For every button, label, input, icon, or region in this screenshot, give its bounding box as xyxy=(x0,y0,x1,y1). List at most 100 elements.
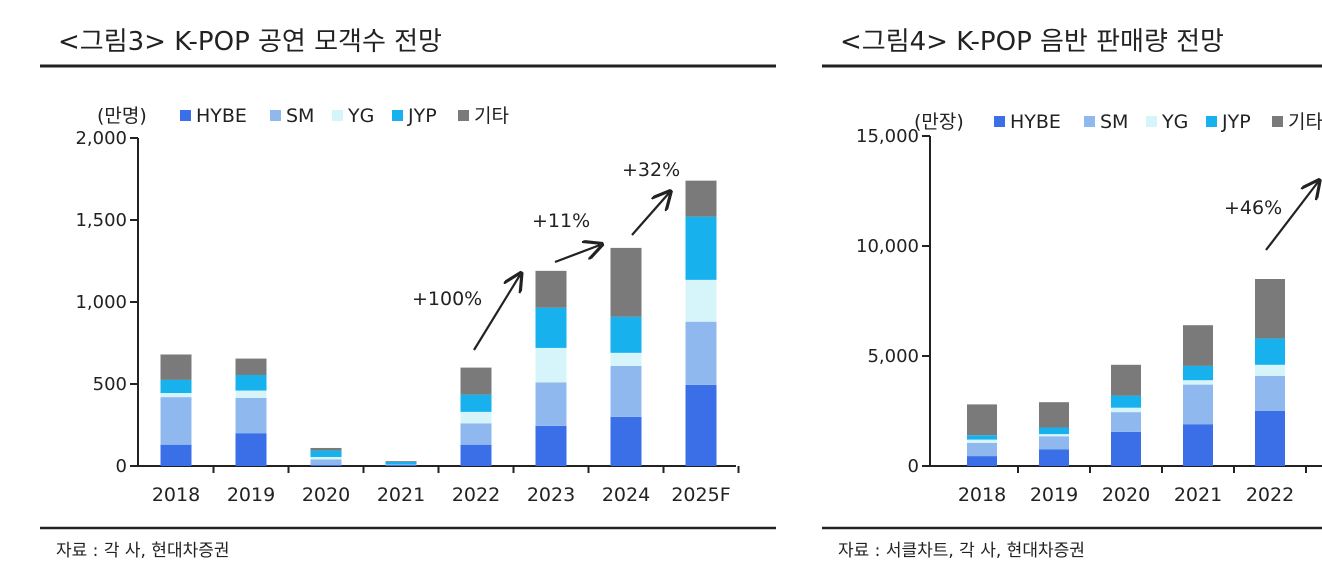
plot-area: 0 500 1,000 1,500 2,000 2018 2019 2020 2021 2022 2… xyxy=(75,128,740,506)
legend-label-sm: SM xyxy=(286,105,314,127)
x-tick-label: 2021 xyxy=(1174,484,1222,506)
bar-sm-2022 xyxy=(460,423,492,445)
bar-yg-2024 xyxy=(610,352,642,366)
bar-jyp-2023 xyxy=(535,307,567,348)
bar-sm-2020 xyxy=(310,459,342,466)
bar-other-2018 xyxy=(160,354,192,380)
bar-sm-2022 xyxy=(1255,375,1285,411)
bar-hybe-2025f xyxy=(685,384,717,466)
chart-title: <그림4> K-POP 음반 판매량 전망 xyxy=(840,27,1224,57)
bar-sm-2018 xyxy=(160,397,192,445)
y-tick-label: 0 xyxy=(908,456,919,477)
legend: (만장) HYBE SM YG JYP 기타 xyxy=(914,111,1322,133)
legend: (만명) HYBE SM YG JYP 기타 xyxy=(97,105,509,127)
bar-other-2022 xyxy=(460,367,492,395)
legend-label-yg: YG xyxy=(347,105,374,127)
bar-jyp-2019 xyxy=(1039,427,1069,435)
source-note: 자료 : 서클차트, 각 사, 현대차증권 xyxy=(838,541,1085,561)
bar-jyp-2020 xyxy=(310,450,342,457)
bar-other-2020 xyxy=(1111,364,1141,396)
legend-label-hybe: HYBE xyxy=(196,105,247,127)
growth-arrow xyxy=(1265,182,1318,251)
bar-jyp-2019 xyxy=(235,374,267,391)
legend-label-other: 기타 xyxy=(1288,111,1322,133)
bar-yg-2020 xyxy=(1111,407,1141,413)
bar-jyp-2021 xyxy=(385,461,417,465)
y-tick-label: 10,000 xyxy=(856,236,919,257)
bar-hybe-2018 xyxy=(967,456,997,466)
chart-panel-performance-audience: <그림3> K-POP 공연 모객수 전망 (만명) HYBE SM YG JYP 기타 … xyxy=(40,27,776,561)
bar-hybe-2022 xyxy=(1255,411,1285,466)
legend-label-yg: YG xyxy=(1161,111,1188,133)
y-tick-label: 500 xyxy=(93,374,127,395)
y-tick-label: 15,000 xyxy=(856,126,919,147)
bar-other-2024 xyxy=(610,247,642,317)
bar-jyp-2022 xyxy=(1255,338,1285,365)
bar-sm-2021 xyxy=(1183,384,1213,425)
legend-swatch-sm xyxy=(1084,116,1095,127)
x-tick-label: 2019 xyxy=(1030,484,1078,506)
bar-sm-2024 xyxy=(610,365,642,417)
growth-annotation: +46% xyxy=(1224,197,1282,219)
bar-yg-2022 xyxy=(460,411,492,424)
bar-other-2023 xyxy=(535,270,567,308)
x-tick-label: 2021 xyxy=(377,484,425,506)
bar-jyp-2018 xyxy=(967,435,997,440)
bar-yg-2025f xyxy=(685,279,717,322)
bar-other-2019 xyxy=(235,358,267,375)
legend-swatch-other xyxy=(458,110,469,121)
bar-hybe-2020 xyxy=(310,465,342,466)
y-tick-label: 0 xyxy=(116,456,127,477)
bar-hybe-2021 xyxy=(1183,424,1213,466)
bar-sm-2023 xyxy=(535,382,567,426)
legend-swatch-hybe xyxy=(180,110,191,121)
bar-jyp-2020 xyxy=(1111,395,1141,408)
bar-jyp-2025f xyxy=(685,216,717,280)
legend-swatch-jyp xyxy=(1206,116,1217,127)
x-tick-label: 2024 xyxy=(602,484,650,506)
bar-hybe-2022 xyxy=(460,444,492,466)
bar-sm-2019 xyxy=(1039,436,1069,450)
plot-area: 0 5,000 10,000 15,000 2018 2019 2020 2021 2022 +4… xyxy=(856,126,1322,506)
y-tick-label: 2,000 xyxy=(75,128,127,149)
legend-swatch-other xyxy=(1272,116,1283,127)
source-note: 자료 : 각 사, 현대차증권 xyxy=(56,541,230,561)
legend-label-hybe: HYBE xyxy=(1010,111,1061,133)
bar-jyp-2022 xyxy=(460,394,492,412)
bar-sm-2020 xyxy=(1111,412,1141,432)
x-tick-label: 2020 xyxy=(1102,484,1150,506)
unit-label: (만장) xyxy=(914,111,964,133)
y-tick-label: 5,000 xyxy=(867,346,919,367)
bar-hybe-2024 xyxy=(610,416,642,466)
bar-other-2022 xyxy=(1255,279,1285,339)
bar-other-2019 xyxy=(1039,402,1069,428)
y-tick-label: 1,500 xyxy=(75,210,127,231)
bar-jyp-2018 xyxy=(160,379,192,394)
bar-other-2021 xyxy=(1183,325,1213,366)
bar-other-2018 xyxy=(967,404,997,436)
bar-other-2021 xyxy=(385,461,417,462)
bar-hybe-2020 xyxy=(1111,431,1141,466)
x-tick-label: 2025F xyxy=(671,484,730,506)
bar-yg-2019 xyxy=(1039,434,1069,437)
x-tick-label: 2018 xyxy=(152,484,200,506)
legend-label-jyp: JYP xyxy=(1221,111,1251,133)
bar-yg-2020 xyxy=(310,456,342,460)
x-tick-label: 2023 xyxy=(527,484,575,506)
bar-yg-2021 xyxy=(1183,380,1213,385)
bar-sm-2025f xyxy=(685,321,717,385)
growth-arrow xyxy=(554,245,600,264)
growth-annotation: +11% xyxy=(532,210,590,232)
x-tick-label: 2019 xyxy=(227,484,275,506)
growth-annotation: +32% xyxy=(622,159,680,181)
bar-sm-2021 xyxy=(385,464,417,466)
bar-hybe-2021 xyxy=(385,465,417,466)
bar-hybe-2018 xyxy=(160,444,192,466)
chart-panel-album-sales: <그림4> K-POP 음반 판매량 전망 (만장) HYBE SM YG JYP 기타 … xyxy=(822,27,1322,561)
bar-other-2020 xyxy=(310,447,342,451)
legend-label-sm: SM xyxy=(1100,111,1128,133)
bar-jyp-2021 xyxy=(1183,365,1213,381)
legend-swatch-yg xyxy=(1146,116,1157,127)
growth-arrow xyxy=(631,193,669,236)
